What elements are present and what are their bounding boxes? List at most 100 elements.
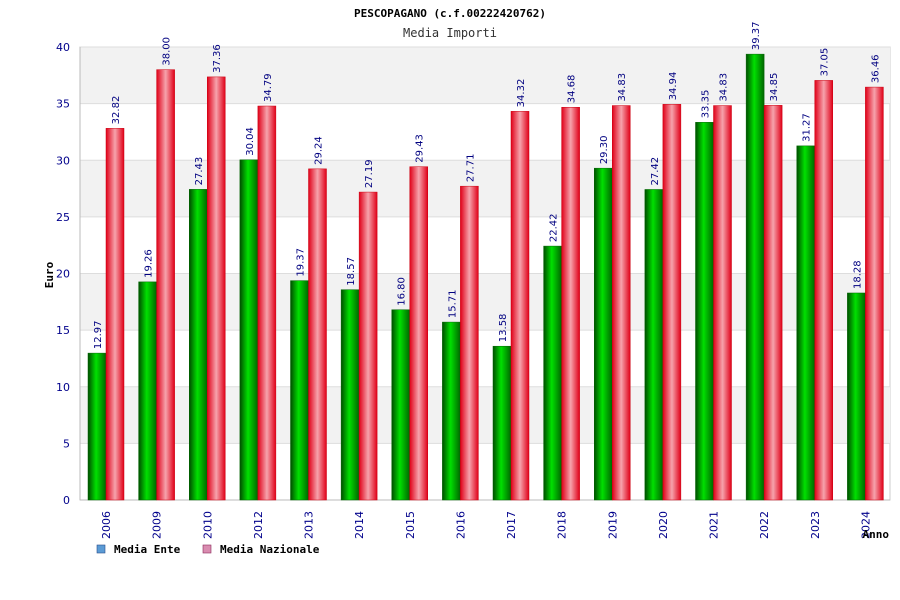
bar-media-ente (644, 189, 664, 501)
x-tick-label: 2019 (606, 511, 619, 539)
data-label-media-ente: 12.97 (93, 320, 104, 349)
x-tick-label: 2023 (809, 511, 822, 539)
x-tick-label: 2014 (353, 511, 366, 539)
bar-media-nazionale (207, 76, 226, 501)
data-label-media-nazionale: 34.85 (769, 73, 780, 102)
legend-label-ente: Media Ente (114, 543, 181, 556)
data-label-media-nazionale: 27.71 (465, 154, 476, 183)
bar-media-ente (695, 122, 714, 501)
bar-media-nazionale (713, 105, 732, 501)
bar-media-ente (847, 292, 866, 501)
bar-media-nazionale (409, 166, 428, 501)
data-label-media-ente: 33.35 (701, 90, 712, 119)
bar-media-ente (442, 321, 461, 501)
y-tick-label: 5 (63, 437, 70, 450)
x-tick-label: 2006 (100, 511, 113, 539)
bar-media-ente (290, 280, 309, 501)
bar-media-nazionale (662, 104, 682, 501)
x-tick-label: 2013 (303, 511, 316, 539)
data-label-media-nazionale: 34.79 (263, 73, 274, 102)
bar-media-nazionale (156, 69, 175, 501)
data-label-media-nazionale: 38.00 (162, 37, 173, 66)
bar-media-ente (239, 159, 259, 501)
bar-media-nazionale (358, 191, 378, 501)
bar-media-nazionale (510, 111, 530, 501)
legend-swatch-nazionale (202, 544, 212, 554)
data-label-media-nazionale: 34.32 (516, 79, 527, 108)
data-label-media-ente: 18.57 (346, 257, 357, 286)
y-tick-label: 15 (56, 324, 70, 337)
x-tick-label: 2017 (505, 511, 518, 539)
y-tick-label: 25 (56, 211, 70, 224)
bar-media-nazionale (105, 128, 125, 501)
bar-media-ente (138, 281, 157, 501)
bar-media-ente (594, 167, 613, 501)
chart-subtitle: Media Importi (403, 26, 497, 40)
data-label-media-ente: 18.28 (852, 260, 863, 289)
data-label-media-nazionale: 34.83 (719, 73, 730, 102)
x-tick-label: 2020 (657, 511, 670, 539)
bar-media-ente (87, 352, 107, 501)
x-tick-label: 2021 (708, 511, 721, 539)
data-label-media-ente: 15.71 (447, 289, 458, 318)
y-tick-label: 0 (63, 494, 70, 507)
data-label-media-nazionale: 37.36 (212, 44, 223, 73)
bar-media-nazionale (561, 106, 580, 501)
data-label-media-nazionale: 34.94 (668, 72, 679, 101)
data-label-media-ente: 16.80 (397, 277, 408, 306)
legend: Media Ente Media Nazionale (96, 543, 320, 556)
x-tick-label: 2018 (556, 511, 569, 539)
bar-media-ente (796, 145, 815, 501)
x-tick-label: 2016 (454, 511, 467, 539)
data-label-media-nazionale: 27.19 (364, 159, 375, 188)
x-tick-label: 2024 (859, 511, 872, 539)
y-axis-label: Euro (43, 261, 56, 288)
bar-media-nazionale (257, 105, 277, 501)
legend-swatch-ente (96, 544, 106, 554)
data-labels: 12.97 32.82 19.26 38.00 27.43 37.36 30.04 34.79… (93, 21, 881, 349)
data-label-media-ente: 30.04 (245, 127, 256, 156)
bar-media-nazionale (865, 86, 884, 501)
bar-media-ente (340, 289, 360, 501)
bar-media-nazionale (763, 105, 783, 501)
data-label-media-ente: 13.58 (498, 314, 509, 343)
chart-title: PESCOPAGANO (c.f.00222420762) (354, 7, 546, 20)
y-tick-label: 10 (56, 381, 70, 394)
x-axis-label: Anno (863, 528, 890, 541)
data-label-media-nazionale: 34.68 (567, 75, 578, 104)
y-tick-label: 35 (56, 98, 70, 111)
data-label-media-ente: 22.42 (549, 213, 560, 242)
x-tick-label: 2009 (151, 511, 164, 539)
data-label-media-nazionale: 34.83 (617, 73, 628, 102)
bar-media-ente (745, 53, 765, 501)
x-tick-label: 2010 (201, 511, 214, 539)
bar-media-ente (543, 245, 562, 501)
bar-media-nazionale (612, 105, 631, 501)
bar-media-ente (189, 189, 208, 501)
data-label-media-ente: 19.26 (144, 249, 155, 278)
data-label-media-ente: 31.27 (802, 113, 813, 142)
bar-media-ente (391, 309, 410, 501)
y-tick-label: 40 (56, 41, 70, 54)
data-label-media-nazionale: 32.82 (111, 96, 122, 125)
data-label-media-nazionale: 36.46 (870, 54, 881, 83)
x-axis-ticks: 2006 2009 2010 2012 2013 2014 2015 2016 2017 2018… (100, 511, 872, 539)
x-tick-label: 2015 (404, 511, 417, 539)
data-label-media-nazionale: 29.43 (415, 134, 426, 163)
data-label-media-ente: 39.37 (751, 21, 762, 50)
data-label-media-ente: 27.42 (650, 157, 661, 186)
x-tick-label: 2022 (758, 511, 771, 539)
y-tick-label: 20 (56, 268, 70, 281)
bars (87, 53, 884, 501)
data-label-media-ente: 29.30 (599, 136, 610, 165)
data-label-media-ente: 27.43 (194, 157, 205, 186)
bar-media-ente (492, 345, 512, 501)
legend-label-nazionale: Media Nazionale (220, 543, 320, 556)
bar-media-nazionale (814, 80, 833, 501)
data-label-media-nazionale: 29.24 (314, 136, 325, 165)
y-axis-ticks: 0 5 10 15 20 25 30 35 40 (56, 41, 70, 507)
bar-media-nazionale (460, 185, 479, 501)
data-label-media-nazionale: 37.05 (820, 48, 831, 77)
y-tick-label: 30 (56, 154, 70, 167)
